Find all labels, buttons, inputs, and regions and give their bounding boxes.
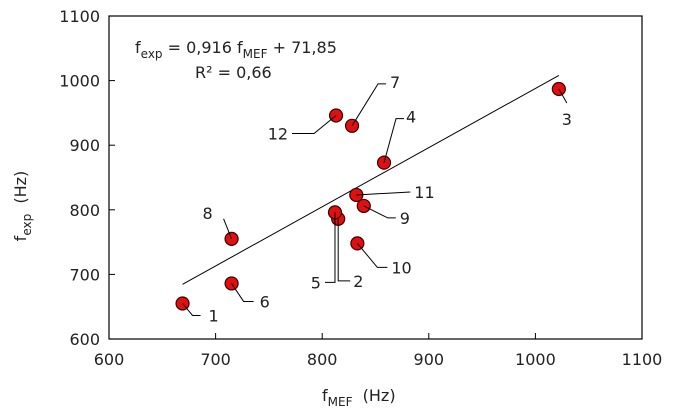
equation-line-1: fexp = 0,916 fMEF + 71,85 [135, 38, 337, 61]
trendline [182, 74, 560, 285]
x-tick-label: 900 [414, 350, 445, 369]
point-label: 4 [406, 108, 416, 127]
x-axis-title-unit-spacer [352, 386, 362, 405]
equation-line-2: R² = 0,66 [195, 63, 272, 82]
point-leader-line [383, 118, 405, 163]
x-tick-label: 1100 [622, 350, 663, 369]
point-label: 11 [414, 183, 434, 202]
point-leader-line [337, 218, 351, 282]
point-label: 6 [260, 292, 270, 311]
x-axis-title: fMEF (Hz) [322, 386, 396, 409]
ticks-group: 600 700 800 900 1000 1100 600 700 800 900 1000 1100 [59, 7, 662, 369]
eq-rhs-sub: MEF [243, 47, 268, 61]
point-leader-line [292, 115, 337, 134]
point-label: 2 [353, 272, 363, 291]
point-label: 10 [391, 258, 411, 277]
y-axis-title-sub: exp [20, 214, 34, 236]
y-axis-title-main: f [11, 235, 30, 241]
y-tick-label: 700 [69, 265, 100, 284]
x-axis-title-sub: MEF [328, 395, 353, 409]
y-tick-label: 900 [69, 136, 100, 155]
data-point [344, 118, 360, 133]
point-leader-line [351, 83, 387, 127]
y-axis-title-unit-spacer [11, 204, 30, 214]
x-axis-title-unit: (Hz) [363, 386, 396, 405]
eq-mid: = 0,916 [163, 38, 237, 57]
point-label: 3 [562, 110, 572, 129]
x-tick-label: 1000 [515, 350, 556, 369]
y-tick-label: 600 [69, 330, 100, 349]
eq-rhs-main: f [237, 38, 243, 57]
x-axis-title-main: f [322, 386, 328, 405]
y-tick-label: 1000 [59, 72, 100, 91]
point-leader-line [356, 191, 411, 196]
point-leader-line [182, 303, 201, 316]
x-tick-label: 800 [307, 350, 338, 369]
point-label: 1 [209, 306, 219, 325]
point-label: 8 [202, 204, 212, 223]
point-label: 12 [268, 124, 288, 143]
point-leader-line [356, 243, 388, 268]
point-label: 5 [311, 273, 321, 292]
x-tick-label: 700 [200, 350, 231, 369]
x-tick-label: 600 [94, 350, 125, 369]
point-leader-line [223, 218, 233, 240]
eq-lhs-sub: exp [141, 47, 163, 61]
y-tick-label: 1100 [59, 7, 100, 26]
trendline-group [182, 74, 560, 285]
eq-lhs-main: f [135, 38, 141, 57]
y-axis-title: fexp (Hz) [11, 171, 34, 242]
point-leader-line [231, 283, 254, 302]
point-label: 9 [400, 209, 410, 228]
point-leader-line [558, 88, 568, 104]
eq-tail: + 71,85 [267, 38, 336, 57]
point-label: 7 [390, 73, 400, 92]
y-tick-label: 800 [69, 201, 100, 220]
point-leader-line [324, 212, 336, 283]
y-axis-title-unit: (Hz) [11, 171, 30, 204]
point-leader-line [363, 205, 396, 219]
